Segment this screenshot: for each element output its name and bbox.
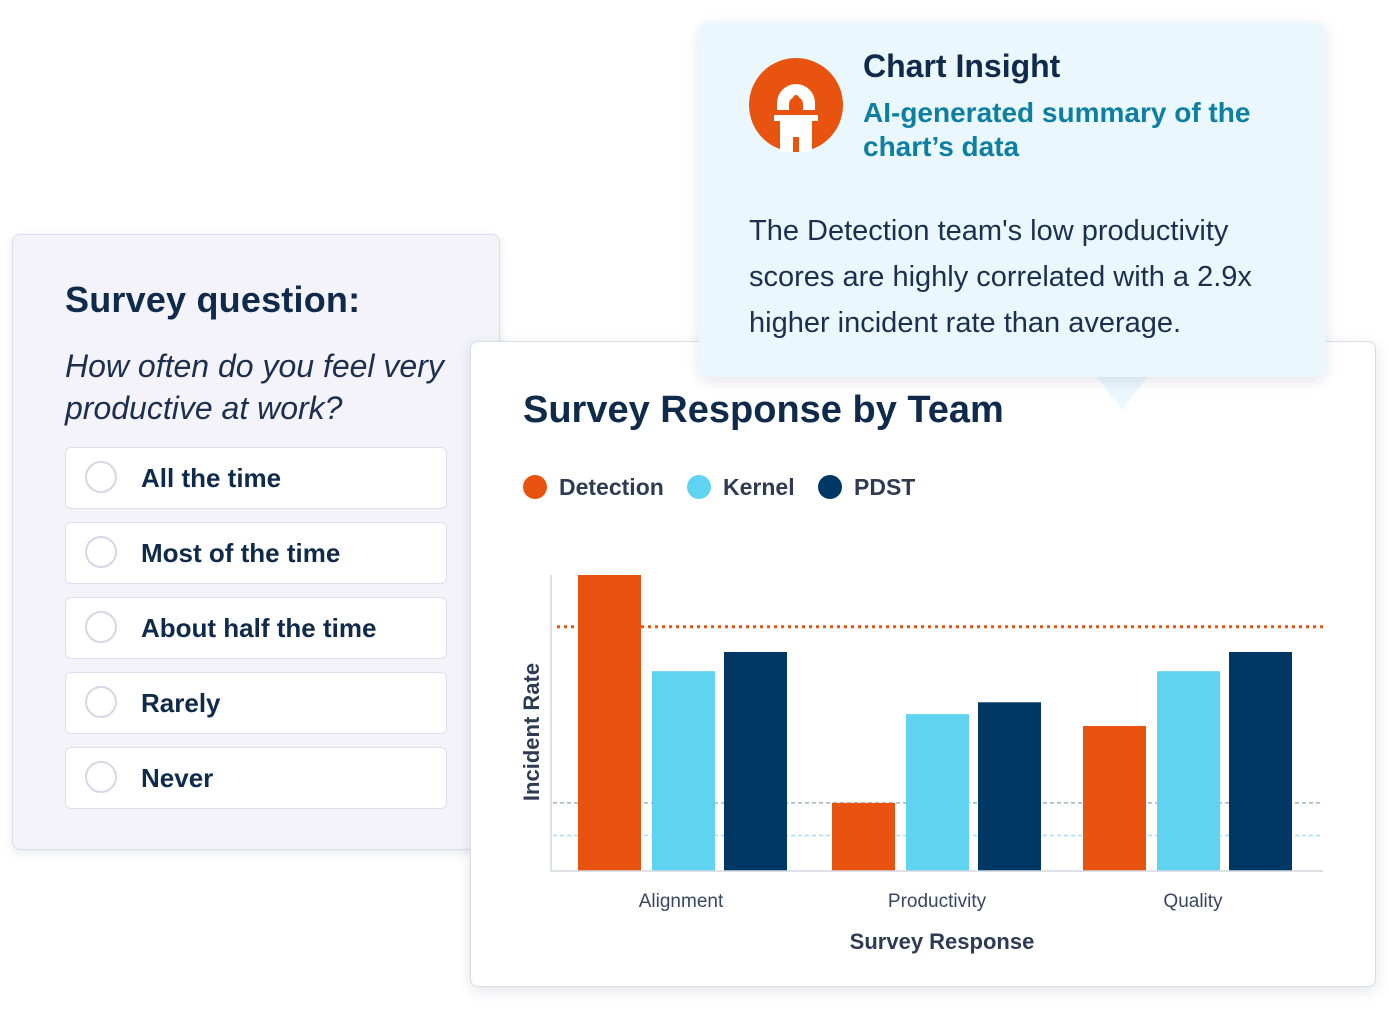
- option-about-half-the-time[interactable]: About half the time: [65, 597, 447, 659]
- radio-button[interactable]: [85, 461, 117, 493]
- bar-alignment-detection: [578, 575, 641, 871]
- legend-swatch-kernel: [687, 475, 711, 499]
- x-tick-label-productivity: Productivity: [888, 891, 987, 912]
- legend-label-detection: Detection: [559, 474, 664, 500]
- insight-body: The Detection team's low productivity sc…: [749, 215, 1252, 339]
- option-most-of-the-time[interactable]: Most of the time: [65, 522, 447, 584]
- bar-productivity-detection: [832, 802, 895, 871]
- radio-button[interactable]: [85, 761, 117, 793]
- bar-productivity-kernel: [906, 714, 969, 871]
- x-tick-labels: Alignment Productivity Quality: [639, 891, 1223, 912]
- bar-alignment-pdst: [724, 651, 787, 871]
- legend-label-pdst: PDST: [854, 474, 915, 500]
- lighthouse-icon: [749, 58, 843, 152]
- bar-productivity-pdst: [978, 702, 1041, 871]
- chart-card: Survey Response by Team Detection Kernel P…: [470, 341, 1376, 987]
- chart-title: Survey Response by Team: [523, 389, 1004, 431]
- x-tick-label-alignment: Alignment: [639, 891, 724, 912]
- option-label: Rarely: [141, 688, 221, 718]
- bar-quality-pdst: [1229, 651, 1292, 871]
- x-axis-label: Survey Response: [850, 929, 1035, 954]
- bar-alignment-kernel: [652, 671, 715, 871]
- bar-chart: Survey Response by Team Detection Kernel P…: [519, 389, 1323, 954]
- option-label: Never: [141, 763, 214, 793]
- insight-card: Chart Insight AI-generated summary of th…: [699, 22, 1326, 377]
- insight-subtitle: AI-generated summary of the chart’s data: [863, 97, 1251, 162]
- legend: Detection Kernel PDST: [523, 474, 915, 500]
- option-label: About half the time: [141, 613, 377, 643]
- insight-pointer: [1096, 376, 1148, 410]
- survey-title: Survey question:: [65, 279, 361, 320]
- option-all-the-time[interactable]: All the time: [65, 447, 447, 509]
- radio-button[interactable]: [85, 686, 117, 718]
- radio-button[interactable]: [85, 611, 117, 643]
- option-label: Most of the time: [141, 538, 341, 568]
- survey-card: Survey question: How often do you feel v…: [12, 234, 500, 850]
- bar-quality-kernel: [1157, 671, 1220, 871]
- x-tick-label-quality: Quality: [1163, 891, 1223, 912]
- insight-title: Chart Insight: [863, 48, 1061, 84]
- radio-button[interactable]: [85, 536, 117, 568]
- bars: [578, 575, 1292, 871]
- option-never[interactable]: Never: [65, 747, 447, 809]
- y-axis-label: Incident Rate: [519, 663, 544, 801]
- bar-quality-detection: [1083, 725, 1146, 871]
- legend-label-kernel: Kernel: [723, 474, 795, 500]
- option-label: All the time: [141, 463, 282, 493]
- option-rarely[interactable]: Rarely: [65, 672, 447, 734]
- legend-swatch-pdst: [818, 475, 842, 499]
- legend-swatch-detection: [523, 475, 547, 499]
- survey-prompt: How often do you feel very productive at…: [65, 348, 444, 426]
